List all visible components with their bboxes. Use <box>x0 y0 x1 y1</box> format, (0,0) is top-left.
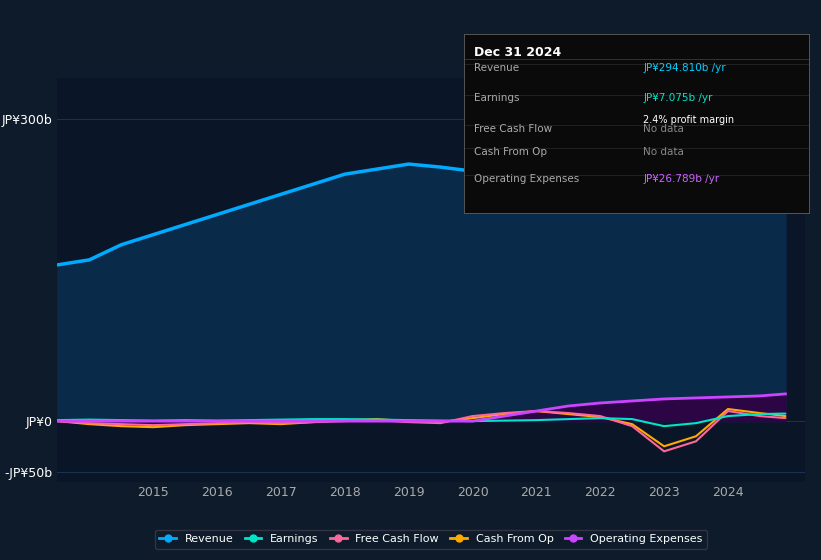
Text: JP¥7.075b /yr: JP¥7.075b /yr <box>643 94 713 104</box>
Legend: Revenue, Earnings, Free Cash Flow, Cash From Op, Operating Expenses: Revenue, Earnings, Free Cash Flow, Cash … <box>155 530 707 549</box>
Text: Operating Expenses: Operating Expenses <box>475 174 580 184</box>
Text: Cash From Op: Cash From Op <box>475 147 548 157</box>
Text: Dec 31 2024: Dec 31 2024 <box>475 46 562 59</box>
Text: JP¥294.810b /yr: JP¥294.810b /yr <box>643 63 726 73</box>
Text: Earnings: Earnings <box>475 94 520 104</box>
Text: 2.4% profit margin: 2.4% profit margin <box>643 115 734 125</box>
Text: JP¥26.789b /yr: JP¥26.789b /yr <box>643 174 719 184</box>
Text: Free Cash Flow: Free Cash Flow <box>475 124 553 134</box>
Text: No data: No data <box>643 124 684 134</box>
Text: No data: No data <box>643 147 684 157</box>
Text: Revenue: Revenue <box>475 63 520 73</box>
